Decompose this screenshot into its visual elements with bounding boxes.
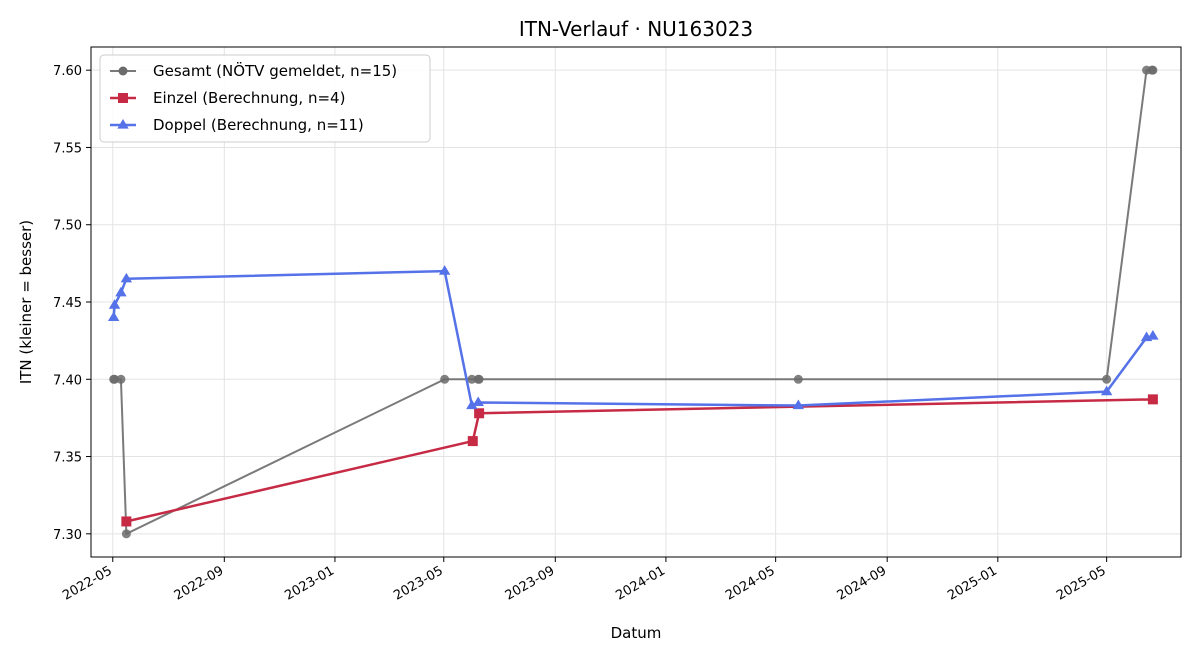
data-point <box>1147 330 1159 340</box>
data-point <box>118 66 128 76</box>
legend-entry: Gesamt (NÖTV gemeldet, n=15) <box>110 61 397 80</box>
series-1 <box>121 394 1158 527</box>
data-point <box>1148 65 1158 75</box>
y-tick-label: 7.50 <box>53 219 82 234</box>
data-point <box>110 374 120 384</box>
y-axis-label: ITN (kleiner = besser) <box>17 220 35 384</box>
data-point <box>1100 385 1113 396</box>
data-point <box>438 265 451 275</box>
data-point <box>440 374 450 384</box>
series-2 <box>107 265 1159 410</box>
data-point <box>121 516 132 527</box>
legend-entry: Doppel (Berechnung, n=11) <box>110 116 364 134</box>
y-tick-label: 7.30 <box>53 528 82 543</box>
data-point <box>472 396 484 407</box>
x-axis-label: Datum <box>611 624 662 642</box>
data-point <box>1102 374 1112 384</box>
data-point <box>466 399 478 410</box>
data-point <box>1147 394 1158 405</box>
legend: Gesamt (NÖTV gemeldet, n=15) Einzel (Bere… <box>99 54 431 143</box>
legend-label: Gesamt (NÖTV gemeldet, n=15) <box>153 61 397 80</box>
chart-title: ITN-Verlauf · NU163023 <box>519 17 753 41</box>
y-tick-label: 7.60 <box>53 64 82 79</box>
data-point <box>792 399 805 410</box>
data-point <box>467 374 477 384</box>
legend-box <box>99 54 431 143</box>
y-tick-label: 7.40 <box>53 373 82 388</box>
data-point <box>467 436 478 447</box>
data-point <box>115 286 127 297</box>
data-point <box>117 119 129 129</box>
y-axis: 7.30 7.35 7.40 7.45 7.50 7.55 7.60 <box>53 64 91 543</box>
y-tick-label: 7.35 <box>53 451 82 466</box>
data-point <box>474 374 484 384</box>
y-tick-label: 7.55 <box>53 141 82 156</box>
series-layer <box>107 65 1159 539</box>
series-0 <box>109 65 1158 539</box>
legend-label: Doppel (Berechnung, n=11) <box>153 116 364 134</box>
data-point <box>474 408 485 419</box>
data-point <box>118 93 128 103</box>
legend-entry: Einzel (Berechnung, n=4) <box>110 89 345 107</box>
data-point <box>116 374 126 384</box>
legend-label: Einzel (Berechnung, n=4) <box>153 89 345 107</box>
series-line <box>126 398 1153 523</box>
data-point <box>121 529 131 539</box>
y-tick-label: 7.45 <box>53 296 82 311</box>
data-point <box>120 272 133 283</box>
data-point <box>793 374 803 384</box>
data-point <box>108 299 121 309</box>
data-point <box>107 311 120 322</box>
